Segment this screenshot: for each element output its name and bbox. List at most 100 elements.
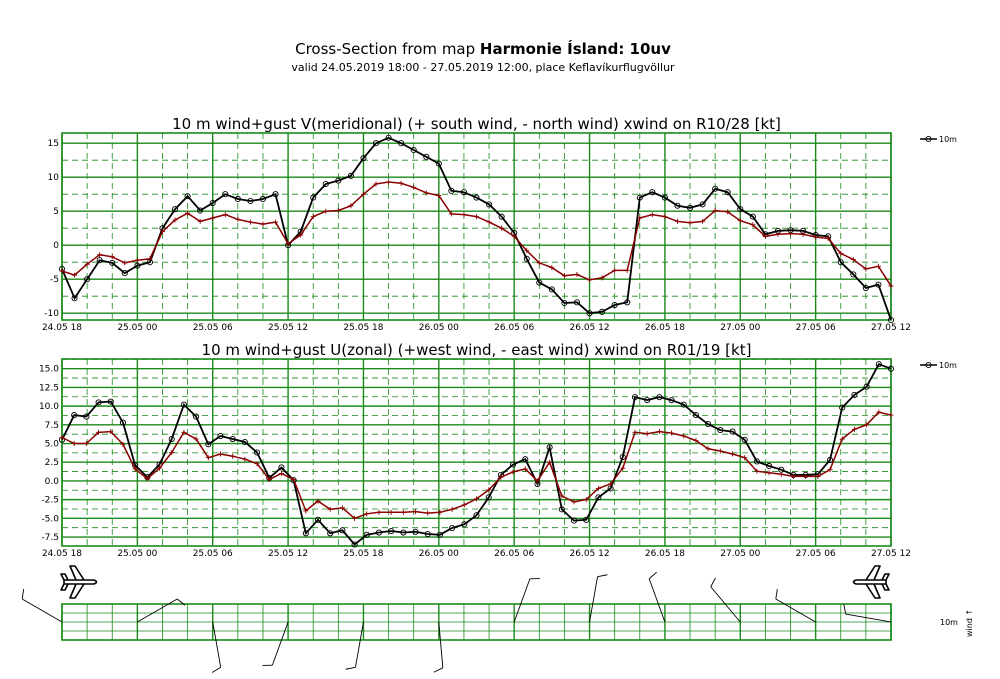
x-tick-label: 27.05 00 <box>720 323 760 333</box>
wind-data-point <box>411 184 417 190</box>
wind-data-point <box>700 218 706 224</box>
gust-data-point <box>583 516 590 523</box>
wind-data-point <box>291 476 297 482</box>
wind-data-point <box>436 193 442 199</box>
y-tick-label: -7.5 <box>41 533 59 543</box>
wind-data-point <box>717 448 723 454</box>
wind-barb-feather <box>775 589 778 600</box>
gust-data-point <box>310 194 317 201</box>
gust-data-point <box>558 506 565 513</box>
wind-data-point <box>839 436 845 442</box>
wind-barb-feather <box>345 666 356 670</box>
y-tick-label: 12.5 <box>39 383 59 393</box>
gust-data-point <box>510 461 517 468</box>
gust-data-point <box>412 528 419 535</box>
gust-data-point <box>193 413 200 420</box>
x-tick-label: 25.05 00 <box>117 549 157 559</box>
wind-barb-feather <box>843 604 847 615</box>
x-tick-label: 25.05 06 <box>193 549 233 559</box>
gust-data-point <box>241 438 248 446</box>
wind-data-point <box>813 234 819 240</box>
gust-data-point <box>661 194 668 201</box>
x-tick-label: 26.05 06 <box>494 323 534 333</box>
gust-data-point <box>473 194 480 201</box>
wind-data-point <box>888 412 894 418</box>
plot-frame <box>61 358 892 547</box>
wind-data-point <box>766 470 772 476</box>
gust-data-point <box>863 383 870 390</box>
wind-data-point <box>522 466 528 472</box>
gust-data-point <box>314 516 322 523</box>
wind-data-point <box>762 233 768 239</box>
wind-data-point <box>242 456 248 462</box>
gust-data-point <box>322 180 329 188</box>
gust-data-point <box>247 197 254 205</box>
wind-data-point <box>120 441 126 447</box>
wind-data-point <box>574 271 580 277</box>
wind-data-point <box>587 277 593 283</box>
wind-data-point <box>96 429 102 435</box>
wind-data-point <box>662 214 668 220</box>
gust-data-point <box>749 213 756 220</box>
wind-data-point <box>448 211 454 217</box>
gust-data-point <box>278 464 285 471</box>
wind-data-point <box>278 470 284 476</box>
gust-data-point <box>109 259 116 266</box>
legend: 10m <box>920 135 957 144</box>
wind-data-point <box>449 506 455 512</box>
wind-data-point <box>83 441 89 447</box>
wind-data-point <box>210 215 216 221</box>
gust-data-point <box>611 301 618 309</box>
y-tick-label: -2.5 <box>41 496 59 506</box>
gust-data-point <box>875 361 882 368</box>
wind-data-point <box>193 436 199 442</box>
wind-data-point <box>864 422 870 428</box>
gust-data-point <box>222 191 229 198</box>
x-tick-label: 27.05 06 <box>796 549 836 559</box>
gust-data-point <box>360 155 367 162</box>
wind-data-point <box>339 505 345 511</box>
x-tick-label: 26.05 18 <box>645 323 685 333</box>
gust-data-point <box>536 279 543 286</box>
wind-data-point <box>876 409 882 415</box>
gust-data-point <box>327 530 334 537</box>
wind-data-point <box>790 473 796 479</box>
gust-series-line <box>61 363 892 546</box>
gust-data-point <box>351 541 358 548</box>
wind-data-point <box>775 231 781 237</box>
wind-data-point <box>499 225 505 231</box>
gust-data-point <box>837 259 844 266</box>
wind-data-point <box>147 256 153 262</box>
gust-data-point <box>339 527 346 534</box>
wind-barb-feather <box>648 571 657 580</box>
wind-barb <box>513 578 531 623</box>
gust-data-point <box>523 255 530 262</box>
gust-data-point <box>254 449 261 456</box>
wind-data-point <box>838 250 844 256</box>
x-tick-label: 26.05 12 <box>570 549 610 559</box>
wind-data-point <box>624 267 630 273</box>
x-tick-label: 26.05 00 <box>419 323 459 333</box>
legend-label: 10m <box>939 135 957 144</box>
y-tick-label: -5 <box>50 275 59 285</box>
x-tick-label: 25.05 18 <box>343 549 383 559</box>
gust-data-point <box>570 517 578 524</box>
wind-data-point <box>788 231 794 237</box>
gust-data-point <box>644 397 651 404</box>
gust-data-point <box>826 456 834 464</box>
gust-data-point <box>209 199 216 207</box>
wind-barb-feather <box>433 667 444 673</box>
gust-data-point <box>486 201 493 208</box>
wind-data-point <box>235 216 241 222</box>
y-tick-label: 0 <box>53 241 59 251</box>
wind-data-point <box>59 435 65 441</box>
barb-side-label: wind ↑ <box>965 609 974 637</box>
wind-data-point <box>687 220 693 226</box>
wind-data-point <box>599 275 605 281</box>
wind-data-point <box>72 272 78 278</box>
wind-data-point <box>800 231 806 237</box>
wind-data-point <box>373 181 379 187</box>
gust-data-point <box>168 435 175 443</box>
wind-barb-feather <box>176 598 186 606</box>
gust-data-point <box>121 270 128 277</box>
